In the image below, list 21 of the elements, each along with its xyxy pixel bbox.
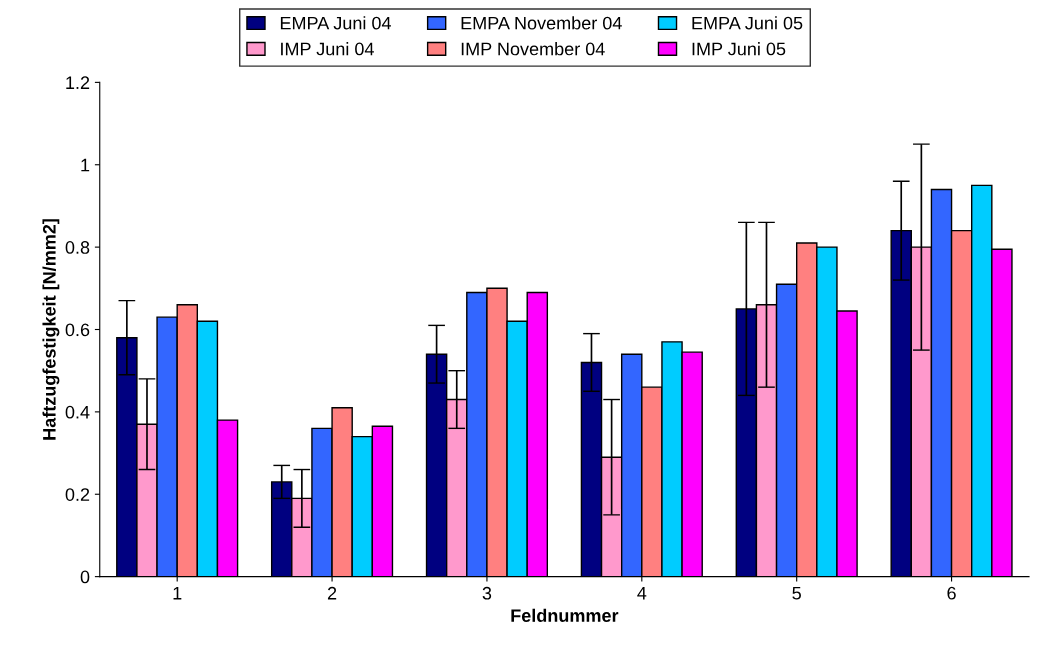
legend-label: IMP November 04 [461, 42, 605, 56]
legend-label: EMPA Juni 05 [692, 16, 803, 30]
legend-label: IMP Juni 04 [281, 42, 374, 56]
x-tick-label: 2 [327, 586, 337, 600]
x-tick-label: 1 [173, 587, 182, 600]
legend-label: EMPA November 04 [461, 16, 622, 30]
legend-label: IMP Juni 05 [692, 42, 786, 56]
x-tick-label: 3 [482, 586, 492, 600]
legend-label: EMPA Juni 04 [280, 16, 391, 30]
y-tick-label: 0.2 [65, 488, 90, 501]
y-tick-label: 1.2 [66, 76, 90, 89]
y-tick-label: 1 [81, 158, 90, 172]
y-tick-label: 0 [80, 570, 90, 584]
x-tick-label: 5 [792, 587, 801, 600]
x-tick-label: 6 [947, 586, 956, 600]
y-tick-label: 0.8 [65, 241, 90, 254]
y-axis-title: Haftzugfestigkeit [N/mm2] [42, 219, 60, 440]
y-tick-label: 0.6 [65, 323, 90, 337]
x-axis-title: Feldnummer [511, 608, 619, 622]
y-tick-label: 0.4 [65, 405, 90, 419]
x-tick-label: 4 [637, 587, 647, 600]
